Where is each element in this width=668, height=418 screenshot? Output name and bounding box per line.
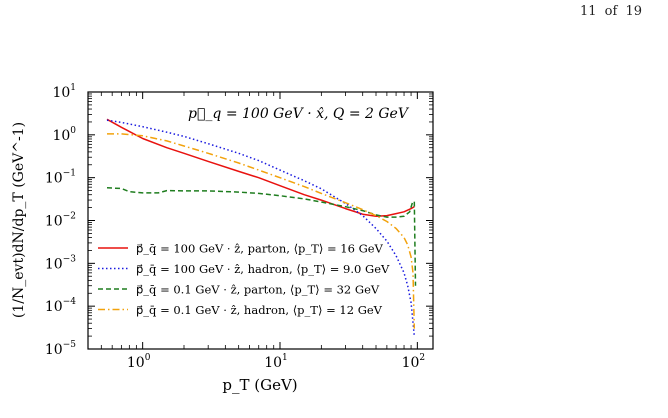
- y-tick-exp: −3: [63, 254, 77, 264]
- x-tick-exp: 1: [282, 353, 288, 363]
- legend-label-3: p⃗_q̄ = 0.1 GeV · ẑ, parton, ⟨p_T⟩ = 32 …: [136, 283, 380, 297]
- page-number: 11 of 19: [580, 4, 642, 19]
- y-tick-label: 10−2: [45, 212, 76, 230]
- x-axis: 100 101 102: [87, 92, 426, 371]
- x-tick-label: 100: [127, 353, 151, 371]
- page-total: 19: [625, 4, 642, 19]
- page-current: 11: [579, 4, 597, 19]
- legend: p⃗_q̄ = 100 GeV · ẑ, parton, ⟨p_T⟩ = 16 …: [98, 242, 390, 317]
- y-tick-label: 10−4: [45, 297, 76, 315]
- y-axis-label: (1/N_evt)dN/dp_T (GeV^-1): [11, 122, 27, 318]
- page-of: of: [604, 4, 618, 19]
- legend-label-2: p⃗_q̄ = 100 GeV · ẑ, hadron, ⟨p_T⟩ = 9.0…: [136, 262, 390, 276]
- legend-label-1: p⃗_q̄ = 100 GeV · ẑ, parton, ⟨p_T⟩ = 16 …: [136, 242, 384, 256]
- y-tick-label: 10−1: [45, 169, 76, 187]
- y-tick-exp: −1: [63, 169, 76, 179]
- x-axis-label: p_T (GeV): [222, 376, 297, 394]
- series-line-4: [107, 133, 416, 329]
- y-tick-exp: −4: [63, 297, 77, 307]
- x-tick-exp: 2: [419, 353, 425, 363]
- series-line-2: [106, 119, 416, 337]
- y-tick-label: 10−5: [45, 340, 76, 358]
- y-tick-exp: −2: [63, 212, 76, 222]
- y-tick-label: 101: [52, 83, 76, 101]
- y-tick-label: 100: [52, 126, 76, 144]
- legend-label-4: p⃗_q̄ = 0.1 GeV · ẑ, hadron, ⟨p_T⟩ = 12 …: [136, 303, 383, 317]
- y-tick-exp: 1: [70, 83, 76, 93]
- x-tick-label: 101: [264, 353, 288, 371]
- y-tick-label: 10−3: [45, 254, 76, 272]
- chart-annotation: p⃗_q = 100 GeV · x̂, Q = 2 GeV: [188, 106, 410, 122]
- x-tick-label: 102: [402, 353, 426, 371]
- y-tick-exp: −5: [63, 340, 77, 350]
- x-tick-exp: 0: [145, 353, 151, 363]
- y-tick-exp: 0: [70, 126, 76, 136]
- series-line-1: [106, 118, 415, 218]
- series-layer: [106, 118, 417, 337]
